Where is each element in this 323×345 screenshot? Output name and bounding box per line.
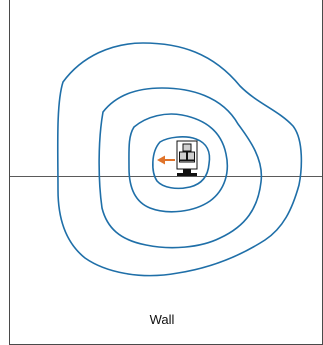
left-arrow-icon [157, 155, 175, 165]
contour-ring-second [98, 87, 263, 249]
wall-label: Wall [150, 312, 175, 327]
contour-ring-inner [152, 136, 211, 190]
diagram-frame [9, 0, 323, 345]
contour-ring-outer [56, 42, 303, 277]
speaker-cabinet-icon [176, 140, 198, 176]
contour-ring-third [128, 113, 229, 213]
